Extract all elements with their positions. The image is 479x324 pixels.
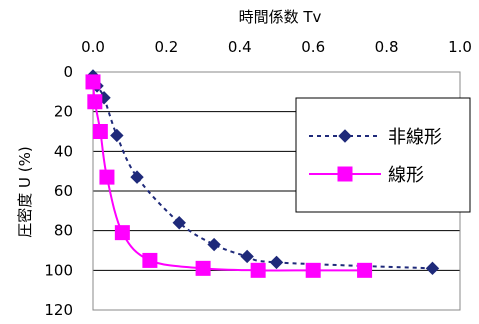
series-line — [92, 81, 365, 272]
x-tick-label: 0.8 — [375, 38, 399, 56]
x-tick-label: 0.4 — [228, 38, 252, 56]
legend-box — [295, 97, 471, 213]
data-point — [114, 225, 130, 241]
y-tick-label: 20 — [54, 103, 73, 121]
y-tick-label: 40 — [54, 142, 73, 160]
x-axis-label: 時間係数 Tv — [239, 8, 322, 26]
series-layer — [85, 69, 440, 278]
data-point — [142, 252, 158, 268]
data-point — [425, 261, 440, 276]
data-point — [130, 170, 144, 184]
data-point — [99, 169, 115, 185]
data-point — [85, 74, 101, 90]
x-tick-label: 0.6 — [301, 38, 325, 56]
y-tick-label: 0 — [63, 63, 73, 81]
x-tick-labels: 0.0 0.2 0.4 0.6 0.8 1.0 — [81, 38, 472, 56]
data-point — [207, 237, 221, 252]
y-tick-label: 100 — [44, 261, 73, 279]
legend-label-2: 線形 — [388, 165, 424, 186]
series-line — [92, 75, 433, 270]
y-tick-labels: 0 20 40 60 80 100 120 — [44, 63, 73, 319]
x-tick-label: 0.0 — [81, 38, 105, 56]
x-tick-label: 0.2 — [154, 38, 178, 56]
series-2 — [85, 74, 373, 278]
data-point — [357, 262, 373, 278]
y-tick-label: 80 — [54, 222, 73, 240]
x-tick-label: 1.0 — [448, 38, 472, 56]
data-point — [87, 94, 103, 110]
data-point — [305, 262, 321, 278]
y-tick-label: 120 — [44, 301, 73, 319]
legend-label-1: 非線形 — [388, 127, 442, 148]
data-point — [240, 249, 254, 264]
data-point — [195, 260, 211, 276]
y-tick-label: 60 — [54, 182, 73, 200]
data-point — [269, 255, 284, 270]
data-point — [110, 128, 124, 143]
y-axis-label: 圧密度 U (%) — [16, 146, 34, 237]
data-point — [92, 124, 108, 139]
data-point — [250, 262, 266, 278]
data-point — [172, 216, 186, 230]
legend-marker-1 — [338, 129, 352, 143]
legend-marker-2 — [337, 166, 353, 182]
